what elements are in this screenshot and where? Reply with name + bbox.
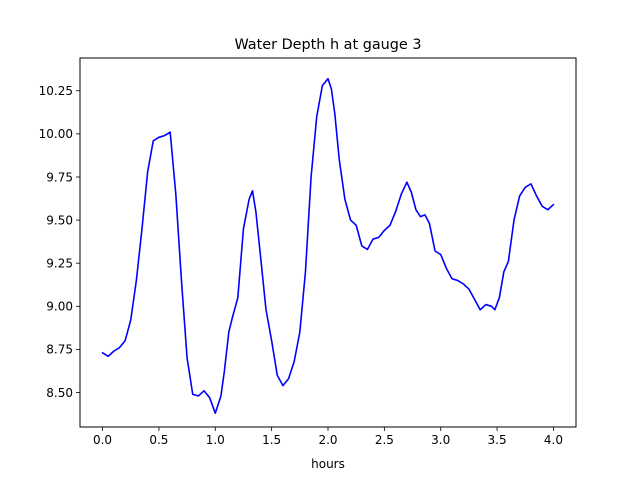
x-tick-label: 3.5 [488, 433, 507, 447]
x-tick-label: 0.0 [93, 433, 112, 447]
y-tick-label: 8.75 [46, 343, 73, 357]
x-tick-label: 0.5 [149, 433, 168, 447]
x-tick-label: 2.5 [375, 433, 394, 447]
x-tick-label: 1.5 [262, 433, 281, 447]
y-tick-label: 9.75 [46, 170, 73, 184]
x-tick-label: 3.0 [431, 433, 450, 447]
series-layer [101, 77, 555, 415]
y-tick-label: 9.50 [46, 213, 73, 227]
y-tick-label: 10.00 [39, 127, 73, 141]
y-axis: 8.50 8.75 9.00 9.25 9.50 9.75 10.00 10.25 [39, 84, 80, 400]
y-tick-label: 9.00 [46, 300, 73, 314]
y-tick-label: 9.25 [46, 256, 73, 270]
chart-title: Water Depth h at gauge 3 [234, 37, 421, 53]
x-tick-label: 4.0 [544, 433, 563, 447]
y-tick-label: 8.50 [46, 386, 73, 400]
x-axis: 0.0 0.5 1.0 1.5 2.0 2.5 3.0 3.5 4.0 [93, 427, 563, 447]
x-axis-title: hours [311, 457, 345, 471]
y-tick-label: 10.25 [39, 84, 73, 98]
x-tick-label: 2.0 [318, 433, 337, 447]
series-line-1 [101, 77, 555, 415]
x-tick-label: 1.0 [206, 433, 225, 447]
